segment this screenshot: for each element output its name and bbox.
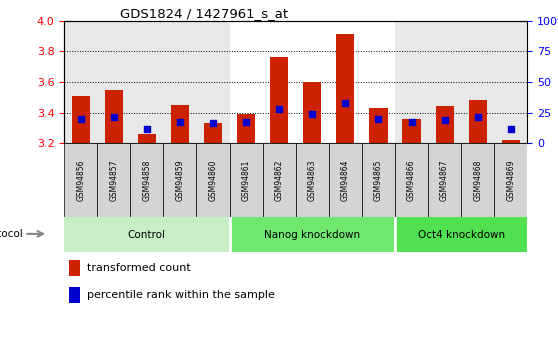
- Text: GSM94859: GSM94859: [175, 159, 185, 201]
- FancyBboxPatch shape: [428, 143, 461, 217]
- Bar: [105, 90, 123, 143]
- FancyBboxPatch shape: [163, 143, 196, 217]
- Text: GSM94860: GSM94860: [209, 159, 218, 201]
- FancyBboxPatch shape: [395, 143, 428, 217]
- Bar: [237, 114, 255, 143]
- Point: [175, 119, 184, 125]
- Text: transformed count: transformed count: [87, 263, 191, 273]
- Point: [506, 127, 515, 132]
- Bar: [303, 82, 321, 143]
- Point: [242, 119, 251, 125]
- FancyBboxPatch shape: [362, 143, 395, 217]
- Bar: [435, 107, 454, 143]
- FancyBboxPatch shape: [263, 143, 296, 217]
- Text: protocol: protocol: [0, 229, 22, 239]
- Bar: [270, 58, 288, 143]
- Text: GSM94868: GSM94868: [473, 160, 482, 201]
- Text: GSM94856: GSM94856: [76, 159, 85, 201]
- Text: GSM94867: GSM94867: [440, 159, 449, 201]
- Bar: [171, 105, 189, 143]
- Bar: [138, 134, 156, 143]
- FancyBboxPatch shape: [64, 217, 229, 252]
- Point: [374, 116, 383, 121]
- FancyBboxPatch shape: [329, 143, 362, 217]
- Point: [142, 127, 151, 132]
- Point: [407, 119, 416, 125]
- Point: [308, 111, 317, 117]
- Point: [109, 115, 118, 120]
- Bar: [71, 96, 90, 143]
- FancyBboxPatch shape: [461, 143, 494, 217]
- Text: GSM94866: GSM94866: [407, 159, 416, 201]
- Text: GSM94858: GSM94858: [142, 160, 151, 201]
- Text: GSM94865: GSM94865: [374, 159, 383, 201]
- Text: percentile rank within the sample: percentile rank within the sample: [87, 290, 275, 300]
- FancyBboxPatch shape: [229, 143, 263, 217]
- Point: [341, 101, 350, 106]
- Text: GSM94862: GSM94862: [275, 160, 283, 201]
- Text: GSM94861: GSM94861: [242, 160, 251, 201]
- Bar: [69, 287, 80, 304]
- Bar: [64, 21, 229, 143]
- FancyBboxPatch shape: [131, 143, 163, 217]
- Bar: [402, 119, 421, 143]
- Bar: [469, 100, 487, 143]
- Point: [275, 107, 283, 112]
- Bar: [229, 21, 395, 143]
- Bar: [395, 21, 527, 143]
- Bar: [369, 108, 388, 143]
- Text: GSM94863: GSM94863: [308, 159, 317, 201]
- FancyBboxPatch shape: [229, 217, 395, 252]
- Bar: [69, 260, 80, 276]
- FancyBboxPatch shape: [97, 143, 131, 217]
- Text: GDS1824 / 1427961_s_at: GDS1824 / 1427961_s_at: [120, 7, 288, 20]
- Point: [473, 115, 482, 120]
- Point: [76, 116, 85, 121]
- Bar: [336, 34, 354, 143]
- FancyBboxPatch shape: [296, 143, 329, 217]
- FancyBboxPatch shape: [395, 217, 527, 252]
- Point: [209, 120, 218, 126]
- Text: GSM94864: GSM94864: [341, 159, 350, 201]
- Bar: [502, 140, 520, 143]
- Text: Nanog knockdown: Nanog knockdown: [264, 230, 360, 239]
- Text: GSM94857: GSM94857: [109, 159, 118, 201]
- Bar: [204, 123, 222, 143]
- FancyBboxPatch shape: [64, 143, 97, 217]
- FancyBboxPatch shape: [494, 143, 527, 217]
- Point: [440, 117, 449, 123]
- Text: Control: Control: [128, 230, 166, 239]
- Text: Oct4 knockdown: Oct4 knockdown: [417, 230, 504, 239]
- Text: GSM94869: GSM94869: [506, 159, 515, 201]
- FancyBboxPatch shape: [196, 143, 229, 217]
